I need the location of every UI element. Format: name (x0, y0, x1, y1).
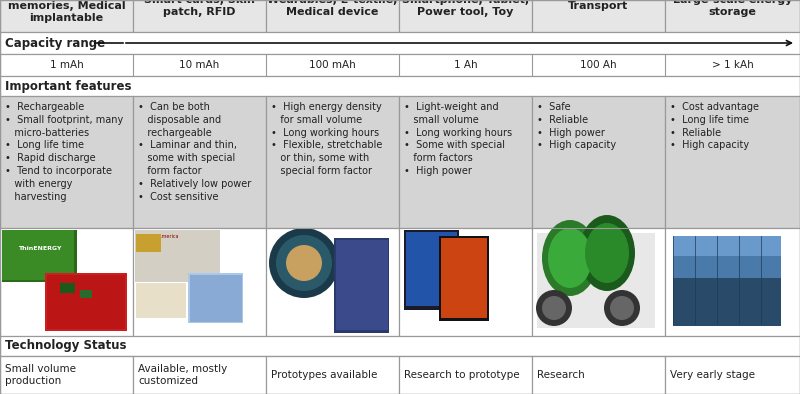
Bar (0, 96, 133, 228)
Bar (60, 283, 75, 293)
Text: 1 Ah: 1 Ah (454, 60, 478, 70)
Bar (439, 236, 489, 321)
Text: Large-scale energy
storage: Large-scale energy storage (673, 0, 792, 17)
Text: IoT, MEMS, CMOS
memories, Medical
implantable: IoT, MEMS, CMOS memories, Medical implan… (8, 0, 126, 23)
Bar (133, 96, 266, 228)
Text: Bank of America: Bank of America (138, 234, 178, 239)
Bar (441, 238, 487, 318)
Text: Wearables, E-textile,
Medical device: Wearables, E-textile, Medical device (267, 0, 398, 17)
Bar (399, 0, 532, 32)
Ellipse shape (542, 220, 598, 296)
Text: Important features: Important features (5, 80, 131, 93)
Text: •  Light-weight and
   small volume
•  Long working hours
•  Some with special
 : • Light-weight and small volume • Long w… (404, 102, 512, 176)
Bar (399, 356, 532, 394)
Bar (665, 96, 800, 228)
Ellipse shape (585, 223, 629, 283)
Bar (673, 236, 781, 256)
Ellipse shape (604, 290, 640, 326)
Ellipse shape (610, 296, 634, 320)
Bar (0, 76, 800, 96)
Bar (665, 228, 800, 336)
Text: Smart cards, Skin
patch, RFID: Smart cards, Skin patch, RFID (144, 0, 255, 17)
Bar (532, 228, 665, 336)
Bar (0, 54, 800, 76)
Ellipse shape (579, 215, 635, 291)
Text: 100 mAh: 100 mAh (309, 60, 356, 70)
Text: Capacity range: Capacity range (5, 37, 105, 50)
Text: 10 mAh: 10 mAh (179, 60, 220, 70)
Bar (0, 0, 133, 32)
Ellipse shape (269, 228, 339, 298)
Text: Prototypes available: Prototypes available (271, 370, 378, 380)
Bar (2, 230, 74, 280)
Text: Research: Research (537, 370, 585, 380)
Bar (532, 0, 665, 32)
Bar (0, 336, 800, 356)
Text: Smartphone, Tablet,
Power tool, Toy: Smartphone, Tablet, Power tool, Toy (402, 0, 529, 17)
Bar (399, 228, 532, 336)
Bar (80, 290, 92, 298)
Bar (673, 278, 781, 326)
Text: Transport: Transport (568, 1, 629, 11)
Ellipse shape (276, 235, 332, 291)
Text: > 1 kAh: > 1 kAh (712, 60, 754, 70)
Text: Available, mostly
customized: Available, mostly customized (138, 364, 227, 386)
Text: •  Can be both
   disposable and
   rechargeable
•  Laminar and thin,
   some wi: • Can be both disposable and rechargeabl… (138, 102, 251, 202)
Bar (537, 233, 655, 328)
Bar (336, 240, 388, 330)
Text: ThinENERGY: ThinENERGY (18, 246, 62, 251)
Bar (133, 228, 266, 336)
Text: Very early stage: Very early stage (670, 370, 755, 380)
Ellipse shape (536, 290, 572, 326)
Bar (406, 232, 457, 306)
Ellipse shape (286, 245, 322, 281)
Bar (0, 32, 800, 54)
Bar (532, 356, 665, 394)
Bar (404, 230, 459, 310)
Text: •  Safe
•  Reliable
•  High power
•  High capacity: • Safe • Reliable • High power • High ca… (537, 102, 616, 151)
FancyArrowPatch shape (126, 41, 791, 45)
Bar (135, 230, 220, 282)
Bar (266, 228, 399, 336)
Text: Technology Status: Technology Status (5, 340, 126, 353)
Bar (532, 96, 665, 228)
Bar (334, 238, 389, 333)
Bar (47, 275, 125, 329)
Text: Research to prototype: Research to prototype (404, 370, 520, 380)
Text: •  High energy density
   for small volume
•  Long working hours
•  Flexible, st: • High energy density for small volume •… (271, 102, 382, 176)
Bar (45, 273, 127, 331)
Text: •  Cost advantage
•  Long life time
•  Reliable
•  High capacity: • Cost advantage • Long life time • Reli… (670, 102, 759, 151)
Bar (266, 356, 399, 394)
Bar (266, 0, 399, 32)
Bar (136, 234, 161, 252)
Bar (136, 283, 186, 318)
Bar (133, 356, 266, 394)
Ellipse shape (542, 296, 566, 320)
Text: 100 Ah: 100 Ah (580, 60, 617, 70)
Text: •  Rechargeable
•  Small footprint, many
   micro-batteries
•  Long life time
• : • Rechargeable • Small footprint, many m… (5, 102, 123, 202)
Bar (0, 356, 133, 394)
Bar (266, 96, 399, 228)
Bar (133, 0, 266, 32)
Bar (665, 0, 800, 32)
Bar (673, 236, 781, 321)
Bar (135, 230, 220, 282)
Text: Small volume
production: Small volume production (5, 364, 76, 386)
Bar (190, 275, 242, 322)
Bar (188, 273, 243, 323)
Text: 1 mAh: 1 mAh (50, 60, 83, 70)
Bar (665, 356, 800, 394)
Bar (399, 96, 532, 228)
Bar (2, 230, 77, 282)
Ellipse shape (548, 228, 592, 288)
Bar (0, 228, 133, 336)
